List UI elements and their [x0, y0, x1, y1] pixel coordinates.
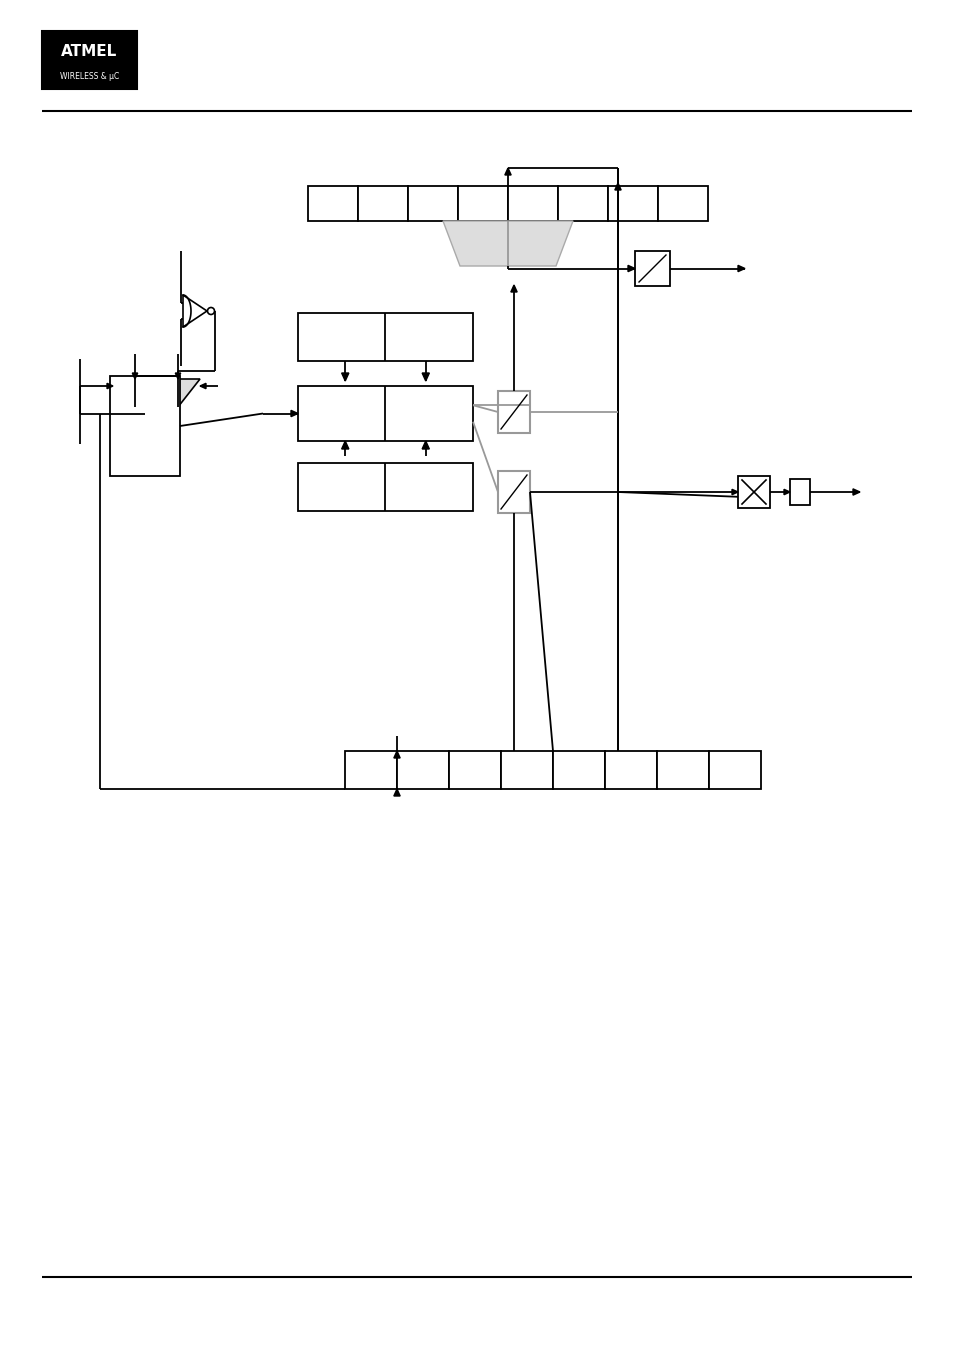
- Bar: [357, 186, 408, 222]
- Bar: [789, 480, 809, 505]
- Bar: [42, 31, 137, 89]
- Polygon shape: [510, 285, 517, 292]
- Bar: [708, 751, 760, 789]
- Polygon shape: [731, 489, 738, 494]
- Polygon shape: [504, 168, 511, 176]
- Bar: [657, 751, 708, 789]
- Polygon shape: [442, 222, 573, 266]
- Text: WIRELESS & μC: WIRELESS & μC: [60, 72, 119, 81]
- Bar: [308, 186, 357, 222]
- Polygon shape: [341, 373, 349, 381]
- Bar: [297, 463, 473, 511]
- Polygon shape: [175, 373, 180, 380]
- Bar: [553, 751, 604, 789]
- Bar: [345, 751, 396, 789]
- Polygon shape: [156, 380, 200, 407]
- Bar: [635, 251, 669, 286]
- Bar: [500, 751, 553, 789]
- Bar: [497, 471, 530, 513]
- Circle shape: [208, 308, 214, 315]
- Bar: [558, 186, 607, 222]
- Bar: [408, 186, 457, 222]
- Bar: [396, 751, 449, 789]
- Bar: [297, 313, 473, 361]
- Bar: [110, 376, 180, 476]
- Polygon shape: [291, 411, 297, 416]
- Polygon shape: [183, 295, 207, 327]
- Bar: [297, 386, 473, 440]
- Polygon shape: [394, 751, 399, 758]
- Bar: [507, 186, 558, 222]
- Polygon shape: [783, 489, 789, 494]
- Bar: [604, 751, 657, 789]
- Polygon shape: [107, 384, 112, 389]
- Bar: [497, 390, 530, 434]
- Text: ATMEL: ATMEL: [61, 43, 117, 59]
- Polygon shape: [852, 489, 859, 496]
- Polygon shape: [614, 182, 620, 190]
- Bar: [449, 751, 500, 789]
- Polygon shape: [422, 373, 429, 381]
- Polygon shape: [738, 265, 744, 272]
- Bar: [607, 186, 658, 222]
- Polygon shape: [627, 265, 635, 272]
- Bar: [738, 476, 769, 508]
- Polygon shape: [132, 373, 137, 380]
- Polygon shape: [200, 384, 206, 389]
- Polygon shape: [112, 380, 157, 407]
- Polygon shape: [422, 440, 429, 449]
- Polygon shape: [341, 440, 349, 449]
- Polygon shape: [394, 789, 399, 796]
- Bar: [658, 186, 707, 222]
- Bar: [457, 186, 507, 222]
